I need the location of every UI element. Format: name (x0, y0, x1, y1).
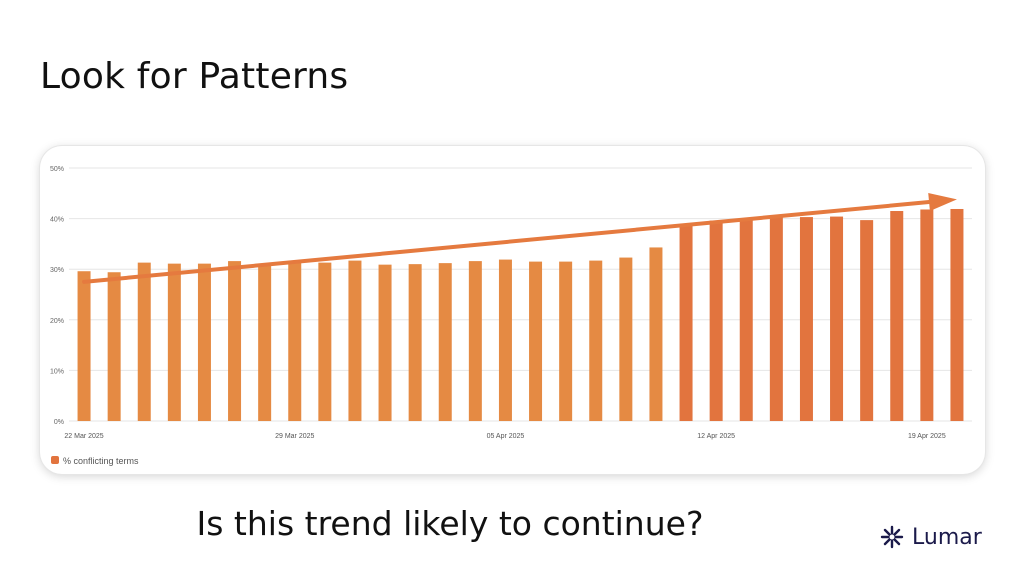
x-tick-label: 29 Mar 2025 (275, 433, 314, 440)
bar (860, 220, 874, 421)
bar (830, 216, 844, 421)
chart-legend: % conflicting terms (51, 456, 139, 466)
bar (258, 264, 272, 421)
lumar-logo: Lumar (880, 523, 982, 551)
bar (228, 261, 242, 421)
logo-text: Lumar (912, 524, 982, 550)
bar (167, 263, 181, 421)
bar (197, 263, 211, 421)
bar (589, 260, 603, 421)
trend-arrow (82, 193, 957, 284)
bar (107, 272, 121, 421)
x-tick-label: 12 Apr 2025 (697, 433, 735, 440)
bar (950, 208, 964, 421)
chart-card: 0% 10% 20% 30% 40% 50% 22 Mar 2025 29 Mar 2025… (40, 146, 985, 474)
y-tick-label: 30% (50, 267, 64, 274)
slide-title: Look for Patterns (40, 56, 349, 97)
x-tick-label: 22 Mar 2025 (64, 433, 103, 440)
trend-arrow-head (928, 193, 957, 211)
x-tick-label: 19 Apr 2025 (908, 433, 946, 440)
bar (438, 263, 452, 421)
bar (408, 264, 422, 421)
bar (920, 209, 934, 421)
trend-arrow-shaft (82, 200, 932, 284)
chart-bars (77, 208, 964, 421)
bar (559, 261, 573, 421)
bar (498, 259, 512, 421)
x-tick-label: 05 Apr 2025 (487, 433, 525, 440)
legend-label: % conflicting terms (63, 456, 139, 466)
bar (890, 211, 904, 421)
bar (649, 247, 663, 421)
bar (288, 261, 302, 421)
y-tick-label: 20% (50, 318, 64, 325)
bar (799, 217, 813, 421)
y-tick-label: 50% (50, 166, 64, 173)
bar (739, 218, 753, 421)
bar (77, 271, 91, 421)
bar (679, 225, 693, 421)
bar (137, 262, 151, 421)
bar (529, 261, 543, 421)
legend-swatch (51, 456, 59, 464)
y-tick-label: 40% (50, 217, 64, 224)
question-text: Is this trend likely to continue? (196, 504, 704, 543)
star-burst-icon (880, 525, 904, 549)
y-tick-label: 0% (54, 419, 64, 426)
bar-chart: 0% 10% 20% 30% 40% 50% 22 Mar 2025 29 Mar 2025… (50, 166, 972, 466)
bar (318, 262, 332, 421)
bar (709, 220, 723, 421)
y-axis-tick-labels: 0% 10% 20% 30% 40% 50% (50, 166, 64, 426)
y-tick-label: 10% (50, 368, 64, 375)
bar (348, 260, 362, 421)
bar (378, 264, 392, 421)
bar (468, 261, 482, 421)
bar (619, 257, 633, 421)
x-axis-tick-labels: 22 Mar 2025 29 Mar 2025 05 Apr 2025 12 Apr … (64, 433, 945, 440)
bar (769, 217, 783, 421)
